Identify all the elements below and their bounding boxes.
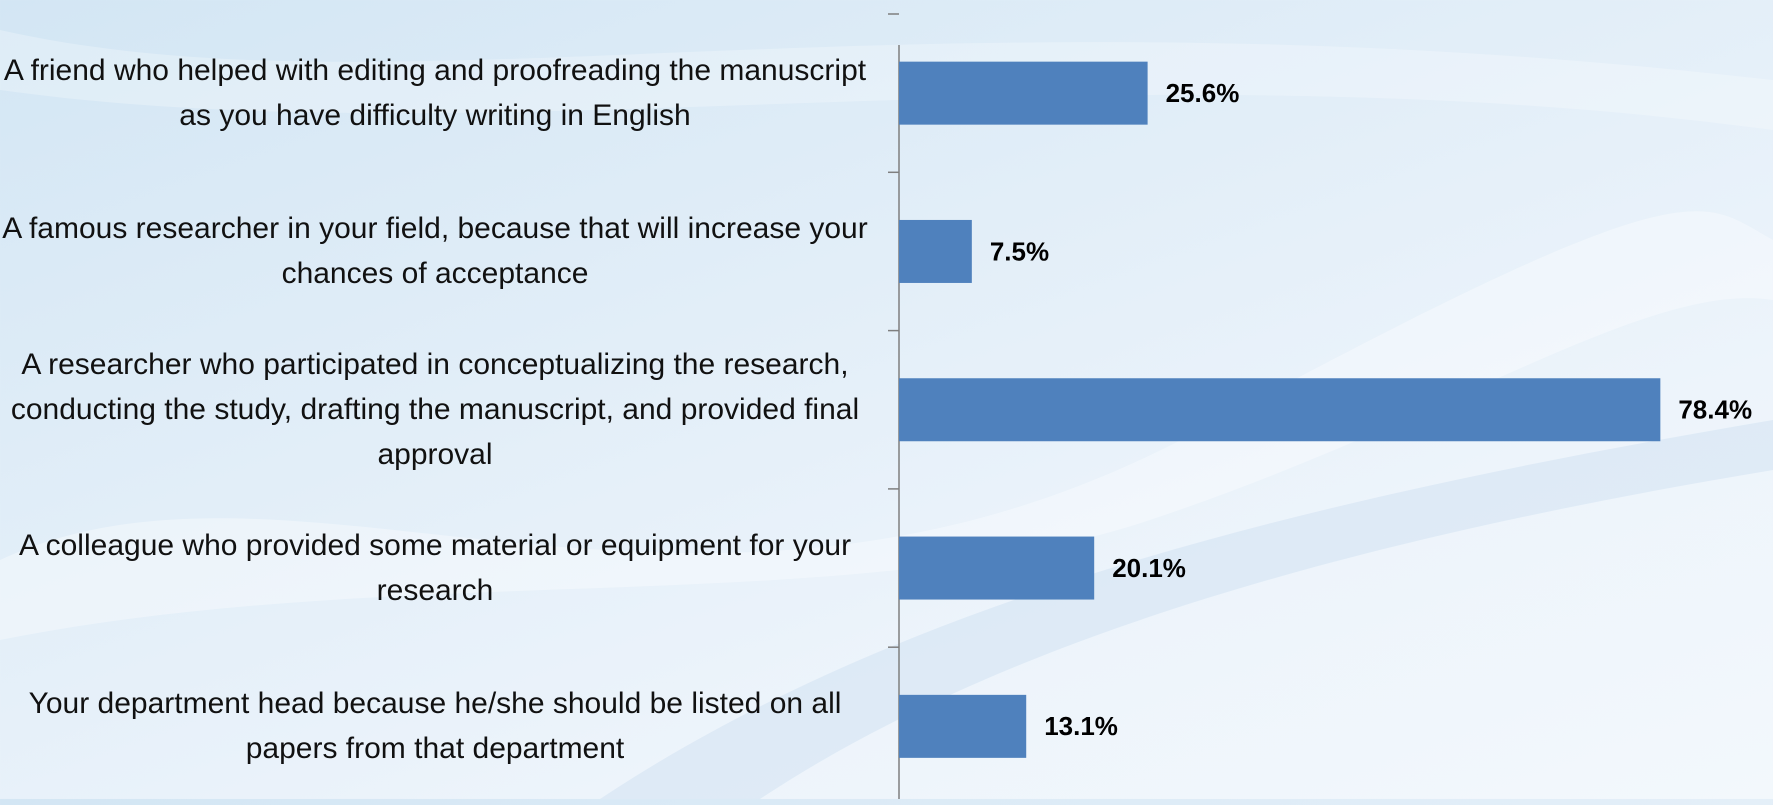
bar [899, 219, 972, 283]
value-label: 25.6% [1166, 78, 1240, 108]
bar [899, 61, 1148, 125]
bar [899, 536, 1095, 600]
category-label: Your department head because he/she shou… [28, 687, 842, 766]
category-label: A friend who helped with editing and pro… [3, 54, 867, 133]
value-label: 20.1% [1112, 553, 1186, 583]
background-swirl [0, 211, 1773, 640]
value-label: 7.5% [990, 236, 1049, 266]
category-label: A colleague who provided some material o… [18, 529, 852, 608]
value-label: 13.1% [1044, 711, 1118, 741]
category-label: A researcher who participated in concept… [10, 348, 860, 472]
value-label: 78.4% [1678, 395, 1752, 425]
category-label: A famous researcher in your field, becau… [2, 212, 868, 291]
background-swirl [0, 30, 1773, 130]
background-swirl [600, 420, 1773, 799]
bar [899, 694, 1027, 758]
bar [899, 378, 1661, 442]
